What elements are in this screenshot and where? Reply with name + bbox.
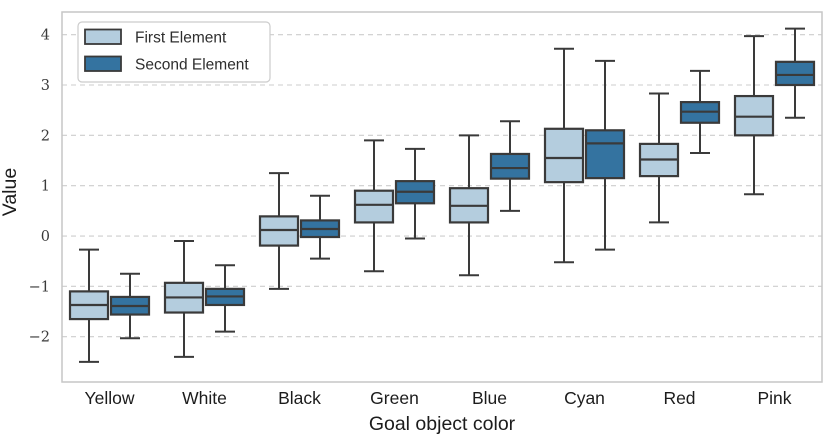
box-red-second-element [679, 69, 721, 154]
y-tick-label: 4 [41, 28, 50, 44]
legend: First Element Second Element [77, 21, 271, 83]
legend-swatch-second-element [84, 55, 122, 72]
y-tick-label: −1 [29, 279, 50, 295]
legend-label-first-element: First Element [135, 30, 227, 47]
iqr-box [489, 152, 531, 180]
box-black-first-element [258, 172, 300, 290]
box-red-first-element [638, 92, 680, 224]
y-tick-label: 1 [41, 179, 50, 195]
category-label-cyan: Cyan [564, 388, 605, 408]
iqr-box [774, 60, 816, 87]
y-axis-title: Value [0, 168, 21, 216]
category-label-pink: Pink [757, 388, 791, 408]
plot-area: −2 −1 0 1 2 3 4 Yellow White Black Green Blue Cyan Re… [29, 11, 823, 408]
box-blue-second-element [489, 120, 531, 212]
category-label-blue: Blue [472, 388, 507, 408]
box-yellow-second-element [109, 272, 151, 340]
iqr-box [353, 189, 395, 224]
box-green-second-element [394, 147, 436, 240]
x-axis-title: Goal object color [369, 413, 516, 435]
iqr-box [543, 127, 585, 184]
box-cyan-first-element [543, 47, 585, 264]
y-tick-label: 2 [41, 128, 50, 144]
y-tick-label: 3 [41, 78, 50, 94]
category-label-green: Green [370, 388, 419, 408]
iqr-box [584, 129, 626, 180]
category-label-black: Black [278, 388, 321, 408]
legend-swatch-first-element [84, 28, 122, 45]
category-label-yellow: Yellow [85, 388, 135, 408]
box-pink-first-element [733, 35, 775, 196]
y-tick-label: 0 [41, 229, 50, 245]
box-green-first-element [353, 139, 395, 273]
box-white-second-element [204, 264, 246, 333]
box-blue-first-element [448, 134, 490, 277]
box-black-second-element [299, 194, 341, 260]
box-white-first-element [163, 240, 205, 358]
category-label-white: White [182, 388, 227, 408]
legend-frame [77, 21, 271, 83]
box-cyan-second-element [584, 59, 626, 251]
category-label-red: Red [663, 388, 695, 408]
plot-frame [61, 11, 823, 383]
legend-label-second-element: Second Element [135, 57, 249, 74]
box-pink-second-element [774, 27, 816, 119]
y-tick-label: −2 [29, 330, 50, 346]
box-yellow-first-element [68, 248, 110, 363]
